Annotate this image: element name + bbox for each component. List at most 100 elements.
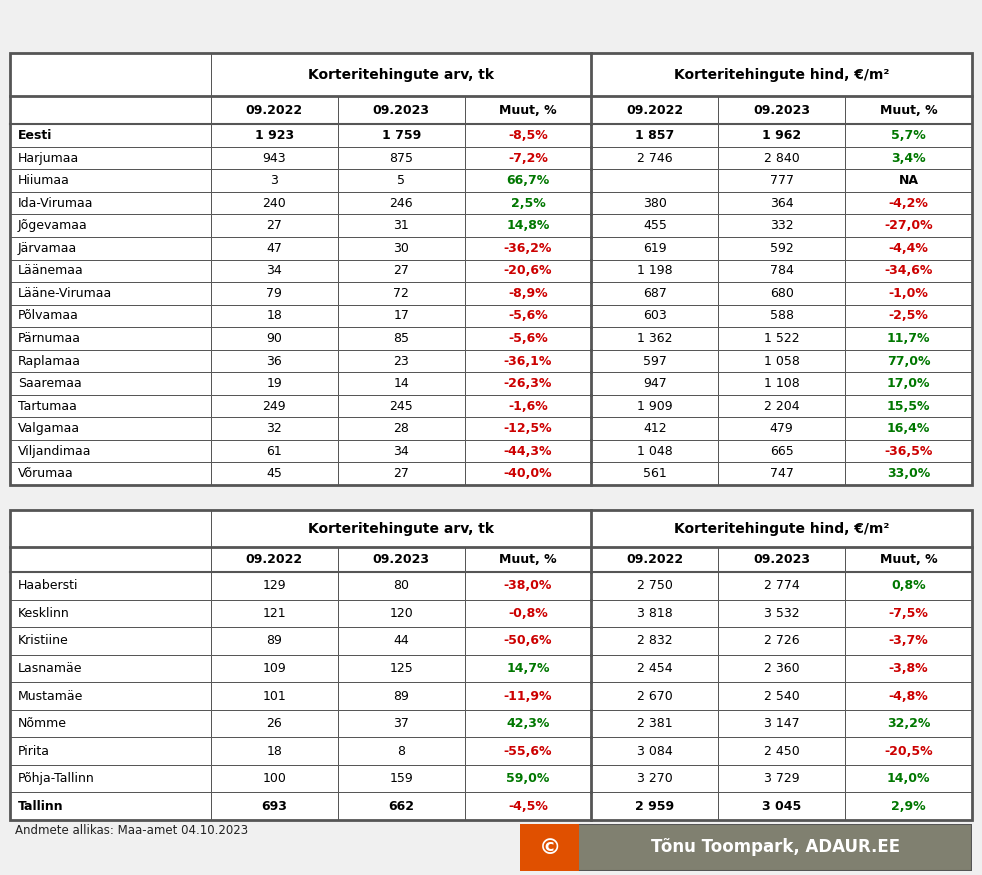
Text: 30: 30 [393,242,409,255]
Bar [211,327,338,350]
Text: 561: 561 [643,467,667,480]
Text: 2 381: 2 381 [637,717,673,730]
Text: 09.2023: 09.2023 [372,553,430,566]
Text: 19: 19 [266,377,282,390]
Bar [10,304,211,327]
Text: 412: 412 [643,422,667,435]
Text: Pirita: Pirita [18,745,50,758]
Bar [338,793,464,820]
Bar [10,510,211,547]
Text: 23: 23 [393,354,409,367]
Text: 592: 592 [770,242,793,255]
Text: 0,8%: 0,8% [892,579,926,592]
Text: 09.2023: 09.2023 [753,104,810,116]
Bar [718,417,846,440]
Bar [718,463,846,485]
Text: 15,5%: 15,5% [887,400,930,413]
Text: Võrumaa: Võrumaa [18,467,74,480]
Text: 14,0%: 14,0% [887,772,930,785]
Bar [211,192,338,214]
Text: 1 759: 1 759 [382,129,420,142]
Text: 32,2%: 32,2% [887,717,930,730]
Text: 34: 34 [393,444,409,458]
Bar [718,793,846,820]
Text: 662: 662 [388,800,414,813]
Bar [338,682,464,710]
Bar [846,654,972,682]
Text: -4,8%: -4,8% [889,690,928,703]
Bar [10,96,211,124]
Bar [10,170,211,192]
Bar [338,327,464,350]
Text: 2 840: 2 840 [764,151,799,164]
Text: 109: 109 [262,662,286,675]
Text: 09.2023: 09.2023 [753,553,810,566]
Bar [591,170,718,192]
Bar [846,192,972,214]
Bar [464,793,591,820]
Bar [464,654,591,682]
Bar [338,372,464,395]
Text: 1 962: 1 962 [762,129,801,142]
Bar [718,214,846,237]
Bar [718,192,846,214]
Bar [211,395,338,417]
Bar [10,327,211,350]
Bar [10,53,211,96]
Bar [338,627,464,654]
Text: 3 147: 3 147 [764,717,799,730]
Text: 2 540: 2 540 [764,690,799,703]
Bar [10,793,211,820]
Text: Muut, %: Muut, % [499,104,557,116]
Text: 2 774: 2 774 [764,579,799,592]
Text: -1,0%: -1,0% [889,287,929,300]
Bar [464,547,591,572]
Text: Kristiine: Kristiine [18,634,69,648]
Bar [338,214,464,237]
Text: -27,0%: -27,0% [884,220,933,232]
Text: 1 198: 1 198 [637,264,673,277]
Text: -40,0%: -40,0% [504,467,552,480]
Text: 5,7%: 5,7% [892,129,926,142]
Text: 245: 245 [389,400,413,413]
Text: Nõmme: Nõmme [18,717,67,730]
Text: -7,5%: -7,5% [889,607,929,620]
Text: -36,2%: -36,2% [504,242,552,255]
Bar [846,710,972,738]
Text: Haabersti: Haabersti [18,579,79,592]
Text: 2 959: 2 959 [635,800,675,813]
Bar [464,395,591,417]
Bar [10,738,211,765]
Text: 09.2022: 09.2022 [246,104,302,116]
Bar [464,124,591,147]
Bar [464,282,591,304]
Text: Korteritehingute hind, €/m²: Korteritehingute hind, €/m² [674,522,890,536]
Bar [591,765,718,793]
Text: 2 450: 2 450 [764,745,799,758]
Bar [591,793,718,820]
Text: Põhja-Tallinn: Põhja-Tallinn [18,772,94,785]
Text: Pärnumaa: Pärnumaa [18,332,81,345]
Bar [846,147,972,170]
Bar [718,738,846,765]
Bar [718,237,846,260]
Text: 31: 31 [393,220,409,232]
Bar [211,350,338,372]
Text: 3 045: 3 045 [762,800,801,813]
Text: 09.2023: 09.2023 [372,104,430,116]
Text: Ida-Virumaa: Ida-Virumaa [18,197,93,210]
Bar [10,654,211,682]
Bar [464,372,591,395]
Text: 121: 121 [262,607,286,620]
Text: 747: 747 [770,467,793,480]
Text: 455: 455 [643,220,667,232]
Text: 125: 125 [389,662,413,675]
Bar [591,372,718,395]
Bar [718,124,846,147]
Text: -0,8%: -0,8% [508,607,548,620]
Text: 693: 693 [261,800,287,813]
Bar [338,237,464,260]
Bar [846,463,972,485]
Bar [718,599,846,627]
Bar [464,327,591,350]
